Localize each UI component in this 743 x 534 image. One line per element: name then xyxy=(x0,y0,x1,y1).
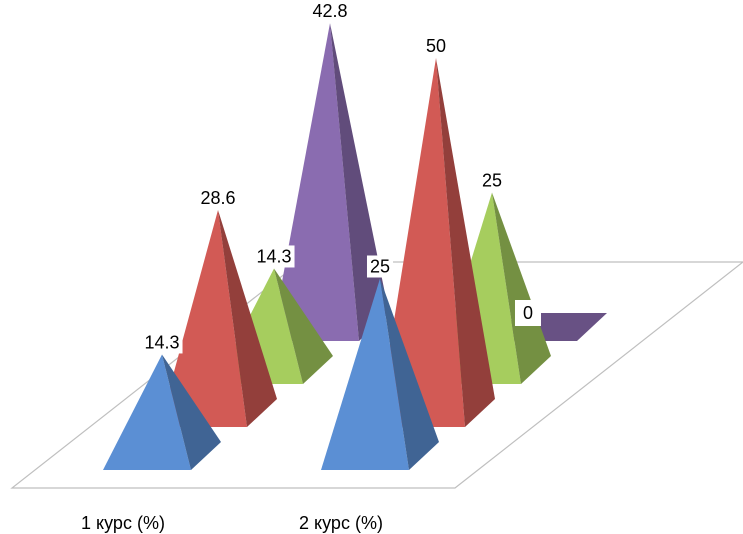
data-label-bg xyxy=(422,35,450,57)
pyramid-s3-c1-side xyxy=(274,268,333,384)
data-label-s2-c1: 28.6 xyxy=(200,188,235,208)
pyramid-s3-c2-side xyxy=(492,192,551,384)
data-label-s3-c1: 14.3 xyxy=(256,246,291,266)
category-label-2: 2 курс (%) xyxy=(299,513,383,533)
data-label-bg xyxy=(366,255,394,278)
pyramid-s1-c2-side xyxy=(380,278,439,470)
data-label-bg xyxy=(514,300,542,326)
data-label-bg xyxy=(141,331,183,354)
category-label-1: 1 курс (%) xyxy=(81,513,165,533)
data-label-s3-c2: 25 xyxy=(482,171,502,191)
data-label-s4-c2: 0 xyxy=(523,303,533,323)
pyramid-s1-c1-side xyxy=(162,354,221,470)
data-label-bg xyxy=(478,169,506,192)
data-label-bg xyxy=(309,0,351,23)
pyramid-s2-c2-side xyxy=(436,58,495,427)
data-label-bg xyxy=(197,186,239,209)
pyramid-s2-c1-front xyxy=(159,209,247,427)
data-label-s1-c1: 14.3 xyxy=(144,332,179,352)
data-label-s1-c2: 25 xyxy=(370,257,390,277)
pyramid-s1-c2-front xyxy=(321,278,409,470)
data-label-bg xyxy=(253,245,295,268)
pyramid-s1-c1-front xyxy=(103,354,191,470)
data-label-s2-c2: 50 xyxy=(426,36,446,56)
pyramid-s2-c1-side xyxy=(218,209,277,427)
data-label-s4-c1: 42.8 xyxy=(312,1,347,21)
